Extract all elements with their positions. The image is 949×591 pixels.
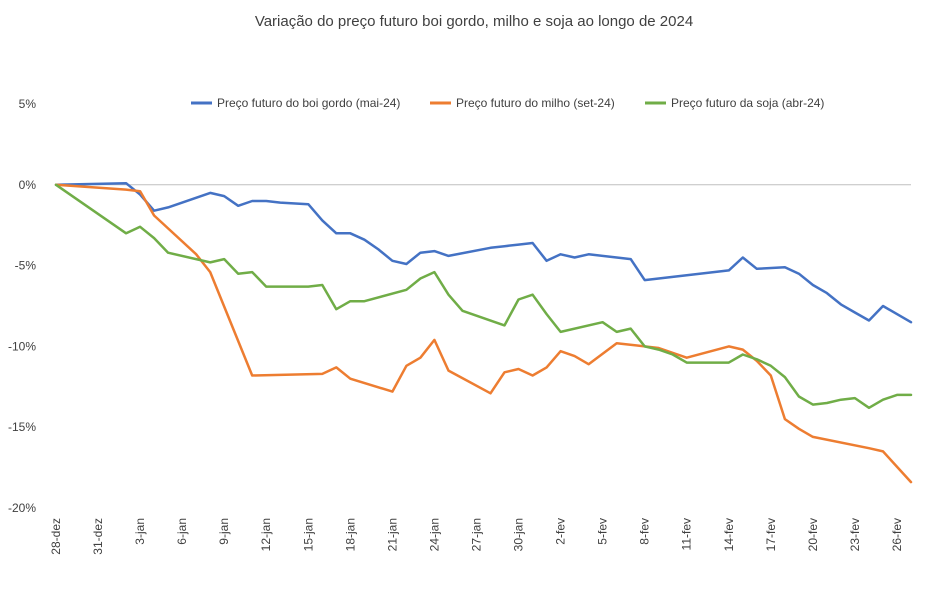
x-axis: 28-dez 31-dez 3-jan 6-jan 9-jan 12-jan 15-jan 1…	[49, 518, 904, 555]
x-tick-label: 14-fev	[722, 518, 736, 551]
y-tick-label: -10%	[8, 339, 36, 353]
series-line-soja	[54, 183, 913, 410]
legend: Preço futuro do boi gordo (mai-24) Preço…	[191, 96, 824, 110]
y-tick-label: 0%	[19, 178, 37, 192]
x-tick-label: 31-dez	[91, 518, 105, 555]
y-tick-label: -15%	[8, 420, 36, 434]
x-tick-label: 18-jan	[343, 518, 357, 551]
y-tick-label: 5%	[19, 97, 37, 111]
x-tick-label: 12-jan	[259, 518, 273, 551]
legend-label-soja: Preço futuro da soja (abr-24)	[671, 96, 824, 110]
series-line-boi	[54, 181, 913, 324]
y-axis: 5% 0% -5% -10% -15% -20%	[8, 97, 36, 515]
x-tick-label: 30-jan	[512, 518, 526, 551]
x-tick-label: 28-dez	[49, 518, 63, 555]
x-tick-label: 11-fev	[680, 518, 694, 550]
x-tick-label: 6-jan	[175, 518, 189, 545]
x-tick-label: 23-fev	[848, 518, 862, 551]
plot-area	[54, 181, 913, 484]
x-tick-label: 24-jan	[427, 518, 441, 551]
x-tick-label: 3-jan	[133, 518, 147, 545]
x-tick-label: 20-fev	[806, 518, 820, 551]
x-tick-label: 27-jan	[469, 518, 483, 551]
y-tick-label: -5%	[15, 259, 37, 273]
x-tick-label: 26-fev	[890, 518, 904, 551]
x-tick-label: 8-fev	[638, 518, 652, 545]
legend-label-boi: Preço futuro do boi gordo (mai-24)	[217, 96, 400, 110]
series-line-milho	[54, 183, 913, 484]
chart-title: Variação do preço futuro boi gordo, milh…	[255, 13, 693, 30]
x-tick-label: 2-fev	[554, 518, 568, 545]
x-tick-label: 21-jan	[385, 518, 399, 551]
x-tick-label: 17-fev	[764, 518, 778, 551]
x-tick-label: 9-jan	[217, 518, 231, 545]
x-tick-label: 15-jan	[301, 518, 315, 551]
legend-label-milho: Preço futuro do milho (set-24)	[456, 96, 615, 110]
y-tick-label: -20%	[8, 501, 36, 515]
x-tick-label: 5-fev	[596, 518, 610, 545]
